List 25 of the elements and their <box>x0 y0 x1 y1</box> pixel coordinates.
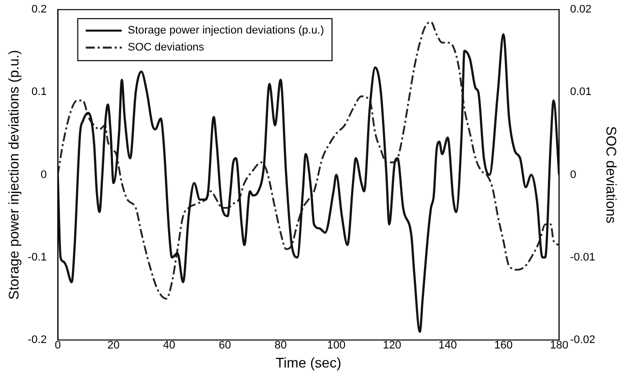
y2-tick-label: 0 <box>570 168 576 181</box>
x-tick-label: 0 <box>54 340 61 352</box>
x-tick-label: 120 <box>382 340 402 352</box>
y2-tick-label: 0.01 <box>570 86 592 98</box>
y-tick-label: 0 <box>40 168 47 181</box>
y2-axis-title: SOC deviations <box>604 126 620 224</box>
y-axis-title: Storage power injection deviations (p.u.) <box>5 50 22 300</box>
legend-label: SOC deviations <box>128 42 205 54</box>
y-tick-label: -0.1 <box>28 251 47 264</box>
y2-tick-label: -0.02 <box>570 334 596 346</box>
x-tick-label: 40 <box>163 340 176 352</box>
legend-label: Storage power injection deviations (p.u.) <box>128 24 324 37</box>
x-tick-label: 140 <box>438 340 457 352</box>
x-tick-label: 160 <box>494 340 513 352</box>
y-tick-label: 0.2 <box>31 4 47 16</box>
y2-tick-label: -0.01 <box>570 251 596 264</box>
x-tick-label: 60 <box>218 340 232 352</box>
x-axis-title: Time (sec) <box>276 354 342 370</box>
x-tick-label: 80 <box>274 340 287 352</box>
x-tick-label: 100 <box>327 340 346 352</box>
y2-tick-label: 0.02 <box>570 4 592 16</box>
x-tick-label: 180 <box>550 340 568 352</box>
y-tick-label: 0.1 <box>31 86 47 98</box>
y-tick-label: -0.2 <box>28 334 47 346</box>
x-tick-label: 20 <box>107 340 120 352</box>
